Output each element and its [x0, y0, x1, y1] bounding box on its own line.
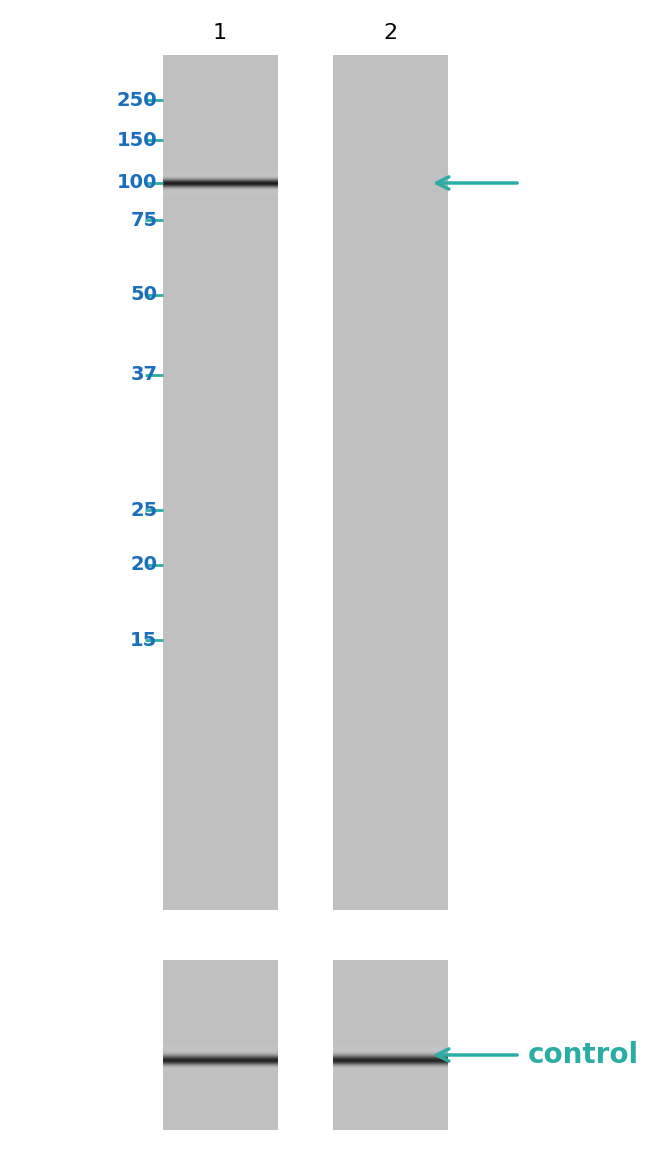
Text: 37: 37: [131, 365, 157, 384]
Text: 75: 75: [131, 210, 157, 230]
Text: 25: 25: [130, 501, 157, 519]
Text: 50: 50: [131, 286, 157, 305]
Bar: [333, 960, 447, 1130]
Text: 1: 1: [213, 23, 227, 43]
Bar: [162, 960, 278, 1130]
Text: 150: 150: [117, 131, 157, 149]
Text: 100: 100: [117, 174, 157, 193]
Text: 15: 15: [130, 630, 157, 650]
Text: 250: 250: [117, 91, 157, 110]
Text: 2: 2: [383, 23, 397, 43]
Text: control: control: [528, 1041, 639, 1069]
Text: 20: 20: [131, 555, 157, 574]
Bar: [333, 55, 447, 910]
Bar: [162, 55, 278, 910]
